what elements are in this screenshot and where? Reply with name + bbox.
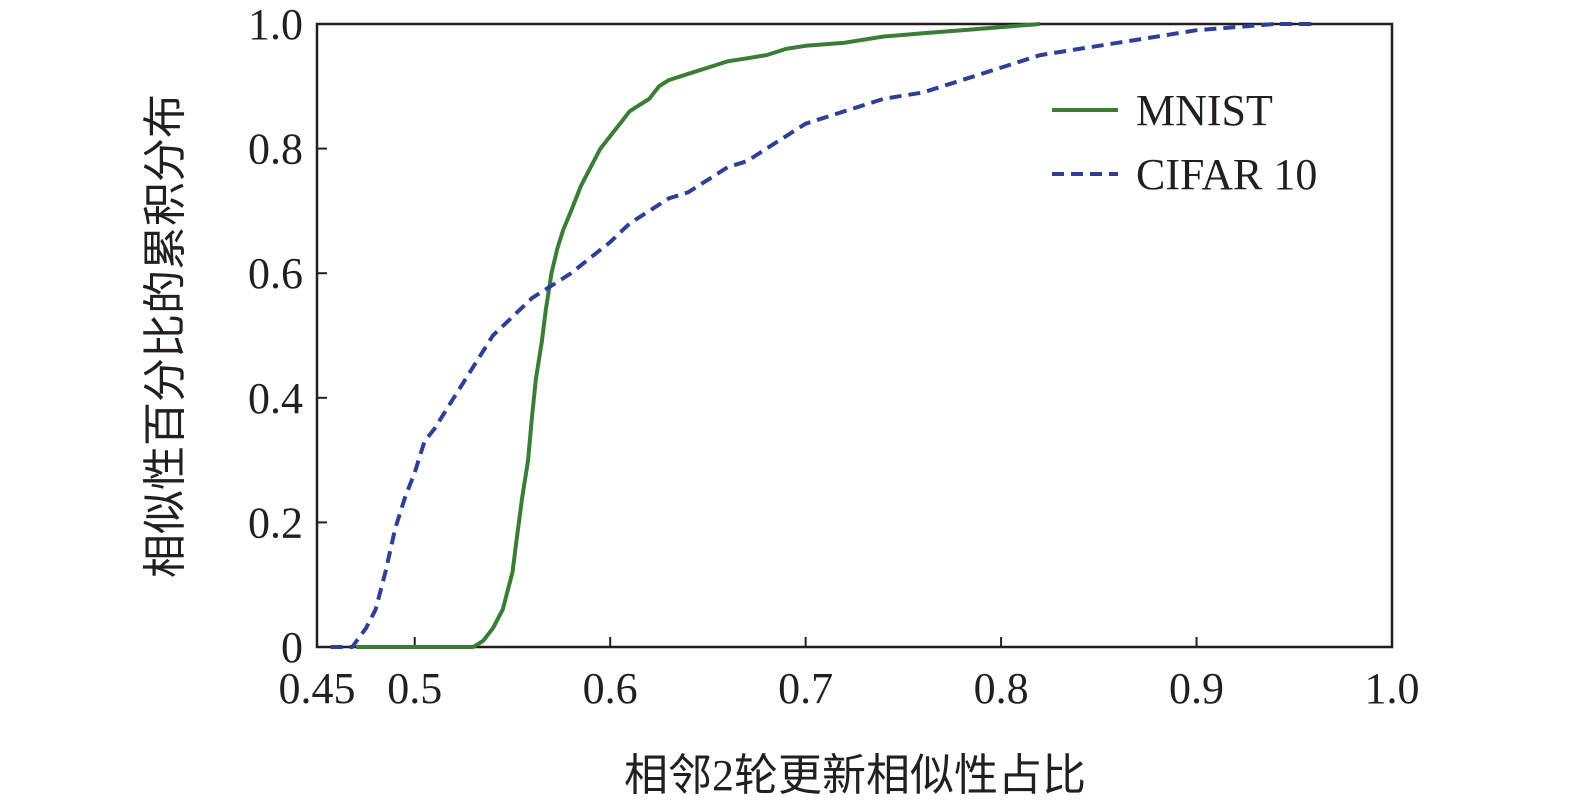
x-tick-label: 0.45: [279, 664, 356, 713]
y-axis: 0 0.2 0.4 0.6 0.8 1.0: [248, 0, 327, 672]
series-layer: [330, 22, 1314, 649]
x-tick-label: 0.9: [1169, 664, 1224, 713]
x-tick-label: 0.8: [974, 664, 1029, 713]
y-tick-label: 0: [281, 623, 303, 672]
x-axis-title: 相邻2轮更新相似性占比: [624, 751, 1086, 800]
legend: MNIST CIFAR 10: [1052, 86, 1317, 199]
x-tick-label: 0.5: [387, 664, 442, 713]
x-tick-label: 0.7: [778, 664, 833, 713]
y-axis-title: 相似性百分比的累积分布: [141, 94, 190, 578]
y-tick-label: 0.4: [248, 374, 303, 423]
legend-label: CIFAR 10: [1136, 150, 1317, 199]
y-tick-label: 1.0: [248, 0, 303, 49]
legend-label: MNIST: [1136, 86, 1273, 135]
x-tick-label: 0.6: [583, 664, 638, 713]
y-tick-label: 0.2: [248, 498, 303, 547]
y-tick-label: 0.6: [248, 249, 303, 298]
plot-frame: [315, 22, 1394, 649]
x-axis: 0.45 0.5 0.6 0.7 0.8 0.9 1.0: [279, 637, 1420, 713]
series-line-cifar-10: [330, 22, 1314, 649]
x-tick-label: 1.0: [1365, 664, 1420, 713]
y-tick-label: 0.8: [248, 125, 303, 174]
series-line-mnist: [356, 22, 1041, 649]
